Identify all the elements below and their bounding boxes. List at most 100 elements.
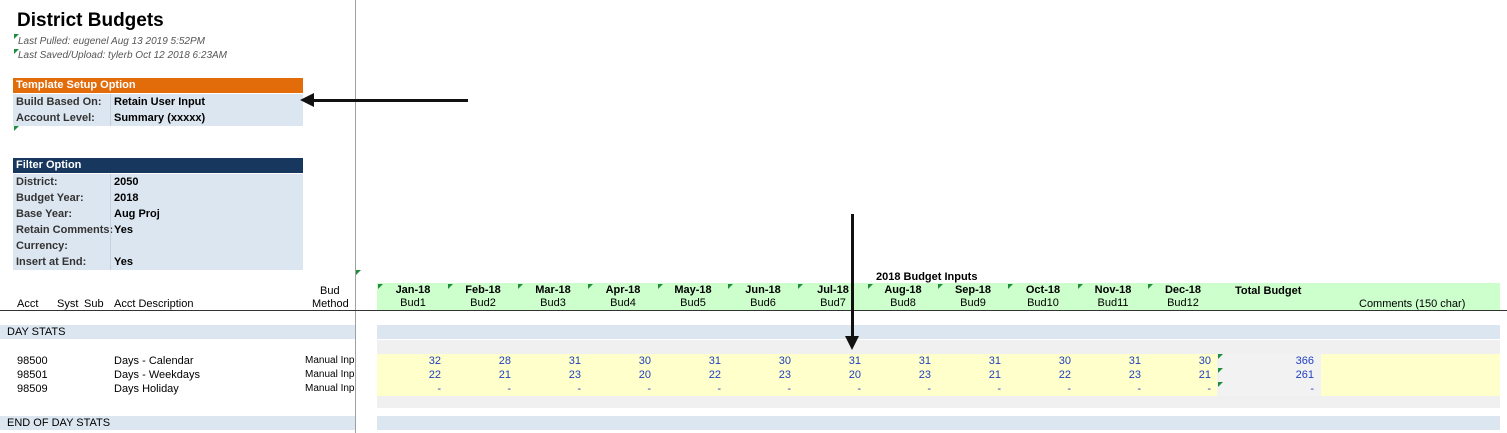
budget-input-cell[interactable]: 31 <box>568 355 581 367</box>
setting-row-account-level[interactable]: Account Level: Summary (xxxxx) <box>13 110 303 126</box>
filter-row-insert-at-end[interactable]: Insert at End: Yes <box>13 254 303 270</box>
method-cell[interactable]: Manual Input <box>305 369 355 380</box>
method-cell[interactable]: Manual Input <box>305 383 355 394</box>
filter-row-retain-comments[interactable]: Retain Comments: Yes <box>13 222 303 238</box>
budget-input-cell[interactable]: 31 <box>848 355 861 367</box>
bud-code: Bud1 <box>400 297 426 309</box>
month-label: Jan-18 <box>395 284 431 296</box>
description-cell[interactable]: Days Holiday <box>114 383 179 395</box>
month-label: Feb-18 <box>465 284 501 296</box>
budget-input-cell[interactable]: - <box>857 383 861 395</box>
acct-cell[interactable]: 98509 <box>17 383 48 395</box>
budget-input-cell[interactable]: 31 <box>988 355 1001 367</box>
budget-input-cell[interactable]: 23 <box>568 369 581 381</box>
spacer-row <box>377 340 1500 354</box>
month-label: May-18 <box>674 284 712 296</box>
acct-cell[interactable]: 98501 <box>17 369 48 381</box>
setting-label: Account Level: <box>16 112 95 124</box>
filter-row-base-year[interactable]: Base Year: Aug Proj <box>13 206 303 222</box>
budget-input-cell[interactable]: - <box>1067 383 1071 395</box>
month-header-6: Jul-18 Bud7 <box>798 283 868 310</box>
filter-value[interactable]: Yes <box>114 224 133 236</box>
budget-inputs-title: 2018 Budget Inputs <box>876 271 978 283</box>
comment-marker <box>868 284 873 289</box>
budget-input-cell[interactable]: 31 <box>918 355 931 367</box>
month-header-5: Jun-18 Bud6 <box>728 283 798 310</box>
comment-marker <box>518 284 523 289</box>
filter-label: Base Year: <box>16 208 73 220</box>
budget-input-cell[interactable]: 22 <box>708 369 721 381</box>
arrow-head-icon <box>845 336 859 350</box>
comment-marker <box>658 284 663 289</box>
section-band-right <box>377 416 1500 430</box>
budget-input-cell[interactable]: 28 <box>498 355 511 367</box>
budget-input-cell[interactable]: 23 <box>1128 369 1141 381</box>
budget-input-cell[interactable]: 31 <box>1128 355 1141 367</box>
setting-value[interactable]: Retain User Input <box>114 96 206 108</box>
budget-input-cell[interactable]: - <box>437 383 441 395</box>
header-acct-description: Acct Description <box>114 298 194 310</box>
budget-input-cell[interactable]: 21 <box>988 369 1001 381</box>
method-cell[interactable]: Manual Input <box>305 355 355 366</box>
frozen-pane-divider <box>355 0 356 433</box>
description-cell[interactable]: Days - Weekdays <box>114 369 200 381</box>
budget-input-cell[interactable]: 22 <box>1058 369 1071 381</box>
budget-input-cell[interactable]: - <box>577 383 581 395</box>
budget-input-cell[interactable]: 20 <box>848 369 861 381</box>
comment-marker <box>728 284 733 289</box>
month-label: Oct-18 <box>1025 284 1061 296</box>
budget-input-cell[interactable]: 32 <box>428 355 441 367</box>
budget-input-cell[interactable]: - <box>647 383 651 395</box>
budget-input-cell[interactable]: 21 <box>1198 369 1211 381</box>
filter-value[interactable]: 2050 <box>114 176 139 188</box>
budget-input-cell[interactable]: - <box>1137 383 1141 395</box>
budget-input-cell[interactable]: - <box>507 383 511 395</box>
setting-value[interactable]: Summary (xxxxx) <box>114 112 206 124</box>
bud-code: Bud7 <box>820 297 846 309</box>
setting-row-build-based-on[interactable]: Build Based On: Retain User Input <box>13 94 303 110</box>
filter-row-currency[interactable]: Currency: <box>13 238 303 254</box>
spacer-row <box>377 396 1500 408</box>
comment-marker <box>1148 284 1153 289</box>
description-cell[interactable]: Days - Calendar <box>114 355 194 367</box>
budget-input-cell[interactable]: - <box>1207 383 1211 395</box>
bud-code: Bud6 <box>750 297 776 309</box>
budget-input-cell[interactable]: 30 <box>1058 355 1071 367</box>
filter-row-budget-year[interactable]: Budget Year: 2018 <box>13 190 303 206</box>
header-comments: Comments (150 char) <box>1359 298 1466 310</box>
section-band-left <box>0 325 355 339</box>
filter-label: Retain Comments: <box>16 224 114 236</box>
budget-input-cell[interactable]: 30 <box>1198 355 1211 367</box>
acct-cell[interactable]: 98500 <box>17 355 48 367</box>
filter-row-district[interactable]: District: 2050 <box>13 174 303 190</box>
month-label: Dec-18 <box>1164 284 1202 296</box>
month-header-2: Mar-18 Bud3 <box>518 283 588 310</box>
budget-input-cell[interactable]: 23 <box>918 369 931 381</box>
input-cells-area <box>377 354 1217 396</box>
budget-input-cell[interactable]: 30 <box>778 355 791 367</box>
header-bud: Bud <box>320 285 340 297</box>
comment-marker <box>1078 284 1083 289</box>
budget-input-cell[interactable]: 22 <box>428 369 441 381</box>
budget-input-cell[interactable]: - <box>997 383 1001 395</box>
budget-input-cell[interactable]: - <box>927 383 931 395</box>
filter-option-heading: Filter Option <box>13 158 303 173</box>
bud-code: Bud11 <box>1097 297 1129 309</box>
budget-input-cell[interactable]: - <box>787 383 791 395</box>
budget-input-cell[interactable]: 20 <box>638 369 651 381</box>
last-pulled-text: Last Pulled: eugenel Aug 13 2019 5:52PM <box>18 36 205 47</box>
filter-value[interactable]: Aug Proj <box>114 208 160 220</box>
budget-input-cell[interactable]: 21 <box>498 369 511 381</box>
budget-input-cell[interactable]: - <box>717 383 721 395</box>
filter-value[interactable]: 2018 <box>114 192 139 204</box>
header-divider <box>0 310 1507 311</box>
bud-code: Bud2 <box>470 297 496 309</box>
last-saved-text: Last Saved/Upload: tylerb Oct 12 2018 6:… <box>18 50 228 61</box>
bud-code: Bud3 <box>540 297 566 309</box>
filter-value[interactable]: Yes <box>114 256 133 268</box>
bud-code: Bud8 <box>890 297 916 309</box>
budget-input-cell[interactable]: 30 <box>638 355 651 367</box>
budget-input-cell[interactable]: 31 <box>708 355 721 367</box>
budget-input-cell[interactable]: 23 <box>778 369 791 381</box>
header-total-budget: Total Budget <box>1235 285 1302 297</box>
